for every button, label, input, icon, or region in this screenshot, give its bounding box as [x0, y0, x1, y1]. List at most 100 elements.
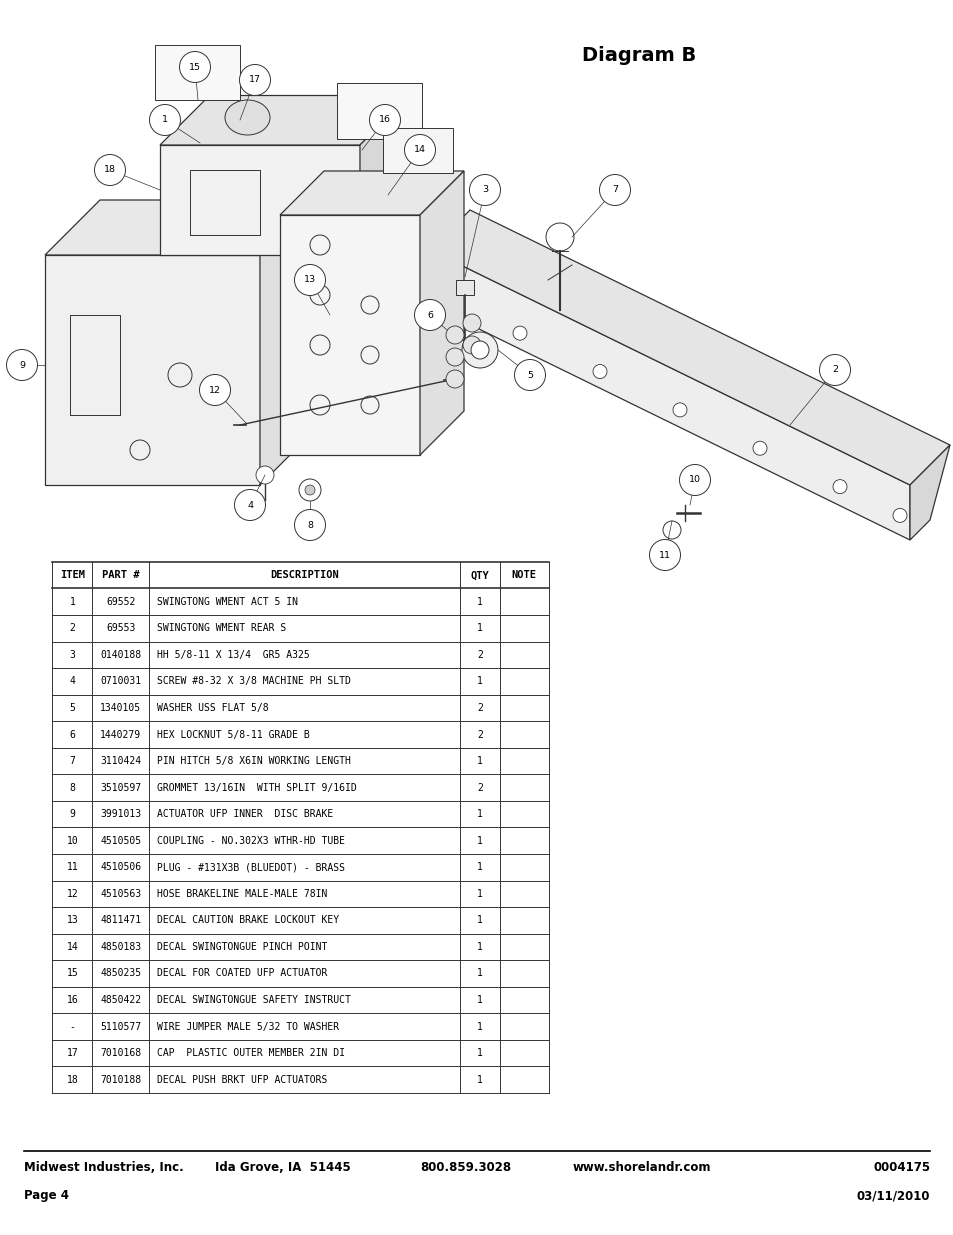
- Text: ACTUATOR UFP INNER  DISC BRAKE: ACTUATOR UFP INNER DISC BRAKE: [157, 809, 334, 819]
- Text: 4510563: 4510563: [100, 889, 141, 899]
- Text: 13: 13: [304, 275, 315, 284]
- Circle shape: [469, 174, 500, 205]
- Circle shape: [892, 509, 906, 522]
- Text: 2: 2: [476, 703, 482, 713]
- Text: HEX LOCKNUT 5/8-11 GRADE B: HEX LOCKNUT 5/8-11 GRADE B: [157, 730, 310, 740]
- Text: DECAL SWINGTONGUE SAFETY INSTRUCT: DECAL SWINGTONGUE SAFETY INSTRUCT: [157, 995, 351, 1005]
- Text: 14: 14: [67, 942, 78, 952]
- Text: 9: 9: [70, 809, 75, 819]
- Text: 1: 1: [70, 597, 75, 606]
- Circle shape: [150, 105, 180, 136]
- Text: SWINGTONG WMENT REAR S: SWINGTONG WMENT REAR S: [157, 624, 286, 634]
- Text: PART #: PART #: [102, 571, 139, 580]
- Text: SCREW #8-32 X 3/8 MACHINE PH SLTD: SCREW #8-32 X 3/8 MACHINE PH SLTD: [157, 677, 351, 687]
- Text: 3110424: 3110424: [100, 756, 141, 766]
- Circle shape: [471, 341, 489, 359]
- Text: 1340105: 1340105: [100, 703, 141, 713]
- Text: 1: 1: [476, 809, 482, 819]
- Text: 0710031: 0710031: [100, 677, 141, 687]
- Circle shape: [662, 521, 680, 538]
- Text: Midwest Industries, Inc.: Midwest Industries, Inc.: [24, 1161, 183, 1174]
- Text: 12: 12: [67, 889, 78, 899]
- Polygon shape: [430, 249, 909, 540]
- Polygon shape: [430, 210, 949, 485]
- Text: 2: 2: [831, 366, 837, 374]
- Circle shape: [234, 489, 265, 520]
- Polygon shape: [160, 95, 409, 144]
- Text: 9: 9: [19, 361, 25, 369]
- Text: 17: 17: [249, 75, 261, 84]
- Text: COUPLING - NO.302X3 WTHR-HD TUBE: COUPLING - NO.302X3 WTHR-HD TUBE: [157, 836, 345, 846]
- Text: Ida Grove, IA  51445: Ida Grove, IA 51445: [214, 1161, 350, 1174]
- Text: 1: 1: [476, 1074, 482, 1084]
- Text: 2: 2: [476, 730, 482, 740]
- Circle shape: [513, 326, 526, 340]
- Text: 0004175: 0004175: [872, 1161, 929, 1174]
- Circle shape: [239, 64, 271, 95]
- Ellipse shape: [225, 100, 270, 135]
- Circle shape: [179, 52, 211, 83]
- Text: 7: 7: [612, 185, 618, 194]
- Text: WASHER USS FLAT 5/8: WASHER USS FLAT 5/8: [157, 703, 269, 713]
- Text: NOTE: NOTE: [511, 571, 537, 580]
- Text: 3991013: 3991013: [100, 809, 141, 819]
- Text: 1: 1: [476, 756, 482, 766]
- Circle shape: [752, 441, 766, 456]
- Text: 7010168: 7010168: [100, 1049, 141, 1058]
- Text: 7010188: 7010188: [100, 1074, 141, 1084]
- Text: 03/11/2010: 03/11/2010: [856, 1189, 929, 1202]
- Circle shape: [7, 350, 37, 380]
- Text: SWINGTONG WMENT ACT 5 IN: SWINGTONG WMENT ACT 5 IN: [157, 597, 298, 606]
- Text: HOSE BRAKELINE MALE-MALE 78IN: HOSE BRAKELINE MALE-MALE 78IN: [157, 889, 328, 899]
- Circle shape: [294, 264, 325, 295]
- Text: 4: 4: [247, 500, 253, 510]
- Text: 4850235: 4850235: [100, 968, 141, 978]
- Text: 10: 10: [688, 475, 700, 484]
- Text: 17: 17: [67, 1049, 78, 1058]
- Text: 4510506: 4510506: [100, 862, 141, 872]
- Text: 5110577: 5110577: [100, 1021, 141, 1031]
- Text: 16: 16: [67, 995, 78, 1005]
- Text: 1: 1: [476, 677, 482, 687]
- Bar: [382, 127, 452, 173]
- Text: Page 4: Page 4: [24, 1189, 69, 1202]
- Circle shape: [832, 479, 846, 494]
- Circle shape: [649, 540, 679, 571]
- Text: 1: 1: [476, 624, 482, 634]
- Text: 12: 12: [209, 385, 221, 394]
- Text: ITEM: ITEM: [60, 571, 85, 580]
- Text: 5: 5: [526, 370, 533, 379]
- Text: DECAL SWINGTONGUE PINCH POINT: DECAL SWINGTONGUE PINCH POINT: [157, 942, 328, 952]
- Text: 2: 2: [70, 624, 75, 634]
- Text: DECAL PUSH BRKT UFP ACTUATORS: DECAL PUSH BRKT UFP ACTUATORS: [157, 1074, 328, 1084]
- Circle shape: [298, 479, 320, 501]
- Bar: [336, 84, 421, 138]
- Circle shape: [462, 314, 480, 332]
- Text: DESCRIPTION: DESCRIPTION: [270, 571, 339, 580]
- Text: 0140188: 0140188: [100, 650, 141, 659]
- Text: 11: 11: [67, 862, 78, 872]
- Circle shape: [255, 466, 274, 484]
- Text: 3: 3: [70, 650, 75, 659]
- Text: 10: 10: [67, 836, 78, 846]
- Circle shape: [462, 336, 480, 354]
- Text: 1: 1: [476, 1049, 482, 1058]
- Text: 1: 1: [476, 836, 482, 846]
- Circle shape: [446, 348, 463, 366]
- Text: 4: 4: [70, 677, 75, 687]
- Text: 1: 1: [476, 995, 482, 1005]
- Text: 6: 6: [70, 730, 75, 740]
- Circle shape: [593, 364, 606, 379]
- Polygon shape: [45, 200, 314, 254]
- Text: PLUG - #131X3B (BLUEDOT) - BRASS: PLUG - #131X3B (BLUEDOT) - BRASS: [157, 862, 345, 872]
- Text: 13: 13: [67, 915, 78, 925]
- Text: 7: 7: [70, 756, 75, 766]
- Text: 2: 2: [476, 783, 482, 793]
- Text: 15: 15: [189, 63, 201, 72]
- Text: 3: 3: [481, 185, 488, 194]
- Text: 1: 1: [476, 862, 482, 872]
- Text: WIRE JUMPER MALE 5/32 TO WASHER: WIRE JUMPER MALE 5/32 TO WASHER: [157, 1021, 339, 1031]
- Text: 1: 1: [476, 942, 482, 952]
- Text: 4850183: 4850183: [100, 942, 141, 952]
- Circle shape: [514, 359, 545, 390]
